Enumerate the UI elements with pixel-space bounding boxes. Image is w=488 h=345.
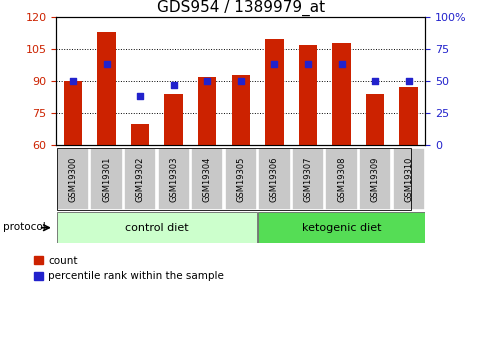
FancyBboxPatch shape xyxy=(291,148,324,210)
FancyBboxPatch shape xyxy=(157,148,189,210)
FancyBboxPatch shape xyxy=(224,148,256,210)
Text: GSM19307: GSM19307 xyxy=(303,157,312,202)
Text: GSM19302: GSM19302 xyxy=(135,157,144,202)
FancyBboxPatch shape xyxy=(392,148,424,210)
Text: GSM19306: GSM19306 xyxy=(269,157,278,202)
Bar xyxy=(399,88,417,145)
FancyBboxPatch shape xyxy=(358,148,390,210)
Bar xyxy=(131,124,149,145)
Bar xyxy=(63,81,82,145)
Bar xyxy=(198,77,216,145)
Point xyxy=(370,78,378,84)
FancyBboxPatch shape xyxy=(90,148,122,210)
Point xyxy=(69,78,77,84)
Text: GSM19303: GSM19303 xyxy=(169,157,178,202)
Text: GSM19304: GSM19304 xyxy=(203,157,211,202)
Point xyxy=(337,62,345,67)
Text: control diet: control diet xyxy=(125,223,188,233)
Bar xyxy=(97,32,116,145)
Point xyxy=(236,78,244,84)
Text: ketogenic diet: ketogenic diet xyxy=(301,223,381,233)
Text: GSM19310: GSM19310 xyxy=(403,157,412,202)
FancyBboxPatch shape xyxy=(325,148,357,210)
Point xyxy=(203,78,211,84)
FancyBboxPatch shape xyxy=(57,148,89,210)
Point xyxy=(304,62,311,67)
Bar xyxy=(264,39,283,145)
Text: GSM19301: GSM19301 xyxy=(102,157,111,202)
Title: GDS954 / 1389979_at: GDS954 / 1389979_at xyxy=(157,0,324,16)
Bar xyxy=(365,94,384,145)
Text: GSM19309: GSM19309 xyxy=(370,157,379,202)
FancyBboxPatch shape xyxy=(258,148,290,210)
FancyBboxPatch shape xyxy=(191,148,223,210)
FancyBboxPatch shape xyxy=(57,212,256,243)
FancyBboxPatch shape xyxy=(258,212,424,243)
Point xyxy=(102,62,110,67)
Legend: count, percentile rank within the sample: count, percentile rank within the sample xyxy=(30,252,228,285)
FancyBboxPatch shape xyxy=(124,148,156,210)
Text: protocol: protocol xyxy=(3,222,45,232)
Point xyxy=(404,78,412,84)
Point xyxy=(270,62,278,67)
Text: GSM19300: GSM19300 xyxy=(68,157,78,202)
Text: GSM19308: GSM19308 xyxy=(336,157,346,202)
Bar xyxy=(231,75,249,145)
Bar xyxy=(164,94,183,145)
Text: GSM19305: GSM19305 xyxy=(236,157,245,202)
Point xyxy=(136,93,144,99)
Point xyxy=(169,82,177,88)
Bar xyxy=(298,45,317,145)
Bar xyxy=(332,43,350,145)
